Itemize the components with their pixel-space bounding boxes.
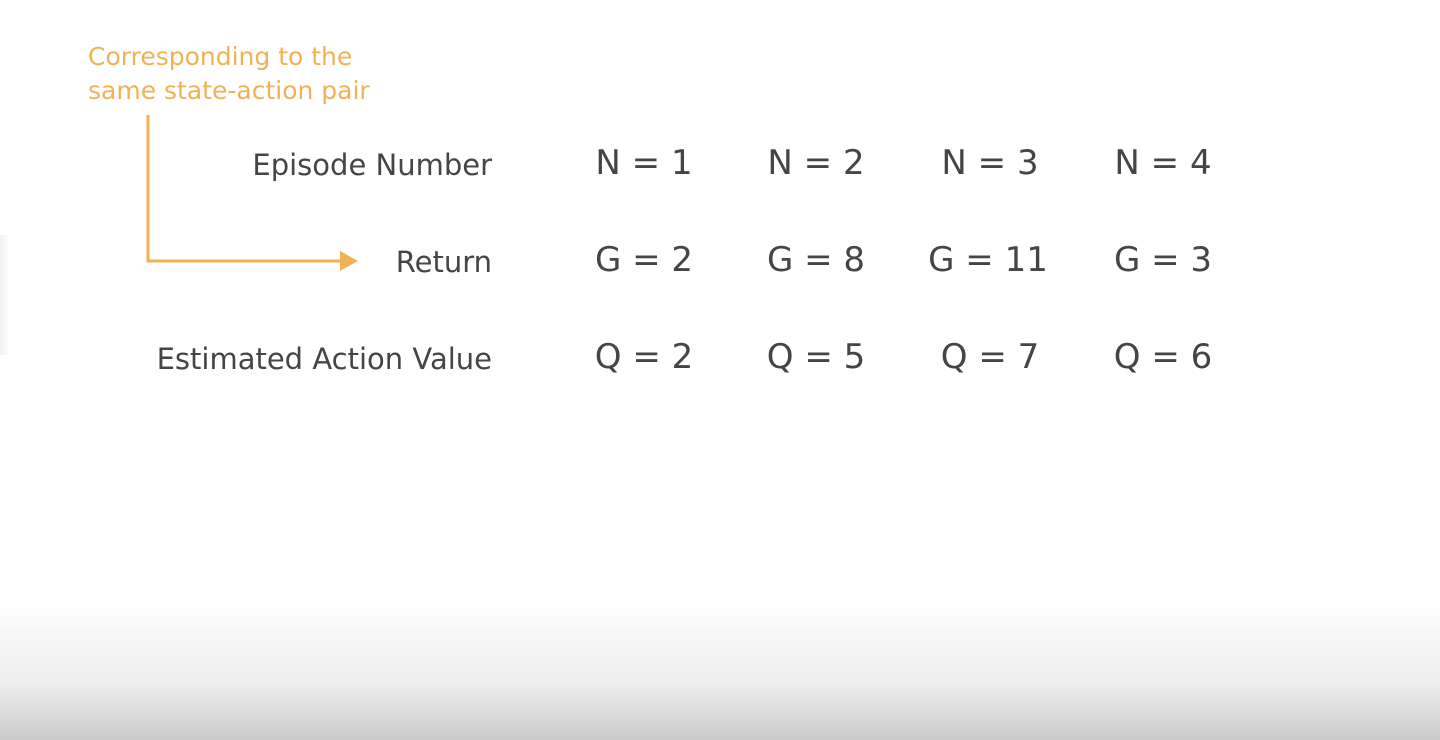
cell-value-4: Q = 6	[1113, 337, 1213, 377]
cell-return-1: G = 2	[594, 240, 694, 280]
cell-episode-3: N = 3	[941, 143, 1039, 183]
cell-return-2: G = 8	[766, 240, 866, 280]
cell-value-1: Q = 2	[594, 337, 694, 377]
annotation-note: Corresponding to the same state-action p…	[88, 40, 370, 108]
cell-episode-2: N = 2	[767, 143, 865, 183]
cell-value-3: Q = 7	[940, 337, 1040, 377]
bottom-shade	[0, 600, 1440, 740]
row-label-estimated-action-value: Estimated Action Value	[156, 342, 492, 376]
annotation-line-1: Corresponding to the	[88, 42, 353, 71]
row-label-return: Return	[395, 245, 492, 279]
connector-line	[146, 115, 342, 263]
left-edge-shade	[0, 235, 10, 355]
cell-return-4: G = 3	[1113, 240, 1213, 280]
cell-episode-1: N = 1	[595, 143, 693, 183]
cell-return-3: G = 11	[928, 240, 1048, 280]
cell-episode-4: N = 4	[1114, 143, 1212, 183]
row-label-episode-number: Episode Number	[252, 148, 492, 182]
cell-value-2: Q = 5	[766, 337, 866, 377]
arrow-head-icon	[340, 251, 358, 271]
annotation-line-2: same state-action pair	[88, 76, 370, 105]
